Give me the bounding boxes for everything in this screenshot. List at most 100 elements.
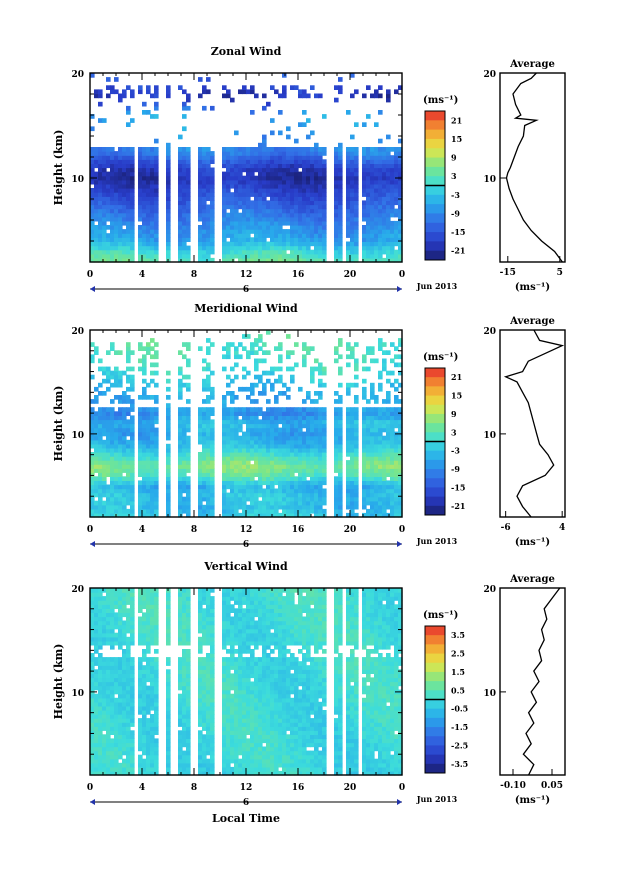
heatmap-cell — [350, 171, 355, 177]
heatmap-cell — [266, 179, 271, 185]
heatmap-cell — [274, 237, 279, 242]
heatmap-cell — [346, 472, 351, 477]
heatmap-cell — [98, 636, 103, 642]
heatmap-cell — [274, 212, 279, 218]
heatmap-cell — [186, 229, 191, 234]
heatmap-cell — [122, 710, 127, 715]
heatmap-cell — [282, 439, 287, 445]
heatmap-cell — [286, 435, 291, 441]
heatmap-cell — [138, 738, 143, 744]
heatmap-cell — [130, 746, 135, 752]
heatmap-cell — [254, 456, 259, 461]
heatmap-cell — [94, 632, 99, 638]
heatmap-cell — [374, 496, 379, 502]
heatmap-cell — [382, 192, 387, 197]
heatmap-cell — [222, 241, 227, 247]
heatmap-cell — [346, 175, 351, 181]
heatmap-cell — [182, 241, 187, 247]
heatmap-cell — [282, 220, 287, 226]
heatmap-cell — [334, 504, 339, 510]
heatmap-cell — [246, 249, 251, 255]
heatmap-cell — [130, 456, 135, 461]
heatmap-cell — [146, 155, 151, 160]
heatmap-cell — [210, 435, 215, 441]
heatmap-cell — [110, 512, 115, 518]
heatmap-cell — [370, 468, 375, 473]
heatmap-cell — [154, 604, 159, 609]
heatmap-cell — [378, 204, 383, 210]
heatmap-cell — [186, 253, 191, 259]
heatmap-cell — [114, 77, 119, 82]
heatmap-cell — [122, 697, 127, 703]
heatmap-cell — [154, 151, 159, 156]
heatmap-cell — [166, 395, 171, 400]
heatmap-cell — [166, 673, 171, 679]
heatmap-cell — [346, 167, 351, 173]
heatmap-cell — [110, 600, 115, 605]
heatmap-cell — [106, 701, 111, 707]
heatmap-cell — [146, 382, 151, 388]
heatmap-cell — [150, 354, 155, 360]
heatmap-cell — [270, 443, 275, 449]
heatmap-cell — [250, 496, 255, 502]
heatmap-cell — [262, 241, 267, 247]
heatmap-cell — [354, 443, 359, 449]
heatmap-cell — [110, 640, 115, 646]
heatmap-cell — [198, 439, 203, 445]
heatmap-cell — [366, 253, 371, 259]
heatmap-cell — [146, 689, 151, 695]
heatmap-cell — [334, 431, 339, 437]
heatmap-cell — [118, 677, 123, 683]
heatmap-cell — [90, 188, 95, 193]
heatmap-cell — [130, 492, 135, 498]
heatmap-cell — [378, 229, 383, 234]
heatmap-cell — [198, 229, 203, 234]
heatmap-cell — [310, 192, 315, 197]
heatmap-cell — [234, 431, 239, 437]
heatmap-cell — [270, 496, 275, 502]
heatmap-cell — [322, 249, 327, 255]
heatmap-cell — [314, 175, 319, 181]
heatmap-cell — [142, 220, 147, 226]
heatmap-cell — [226, 452, 231, 457]
heatmap-cell — [118, 395, 123, 400]
heatmap-cell — [362, 476, 367, 481]
heatmap-cell — [222, 439, 227, 445]
heatmap-cell — [266, 460, 271, 465]
heatmap-cell — [166, 386, 171, 392]
heatmap-cell — [110, 762, 115, 768]
heatmap-cell — [98, 484, 103, 490]
heatmap-cell — [350, 253, 355, 259]
heatmap-cell — [234, 460, 239, 465]
heatmap-cell — [206, 171, 211, 177]
heatmap-cell — [338, 500, 343, 506]
heatmap-cell — [146, 472, 151, 477]
heatmap-cell — [370, 476, 375, 481]
heatmap-cell — [394, 472, 399, 477]
heatmap-cell — [106, 722, 111, 727]
heatmap-cell — [110, 167, 115, 173]
heatmap-cell — [130, 754, 135, 760]
heatmap-cell — [378, 492, 383, 498]
heatmap-cell — [186, 163, 191, 169]
heatmap-cell — [258, 411, 263, 416]
heatmap-cell — [90, 722, 95, 727]
heatmap-cell — [234, 249, 239, 255]
heatmap-cell — [250, 208, 255, 214]
heatmap-cell — [106, 600, 111, 605]
heatmap-cell — [118, 636, 123, 642]
heatmap-cell — [146, 476, 151, 481]
heatmap-cell — [282, 233, 287, 238]
heatmap-cell — [254, 366, 259, 372]
heatmap-cell — [314, 415, 319, 421]
heatmap-cell — [374, 245, 379, 251]
heatmap-cell — [154, 628, 159, 634]
heatmap-cell — [98, 220, 103, 226]
heatmap-cell — [278, 163, 283, 169]
heatmap-cell — [266, 468, 271, 473]
heatmap-cell — [126, 460, 131, 465]
heatmap-cell — [314, 504, 319, 510]
heatmap-cell — [302, 216, 307, 222]
heatmap-cell — [154, 464, 159, 469]
heatmap-cell — [90, 419, 95, 425]
